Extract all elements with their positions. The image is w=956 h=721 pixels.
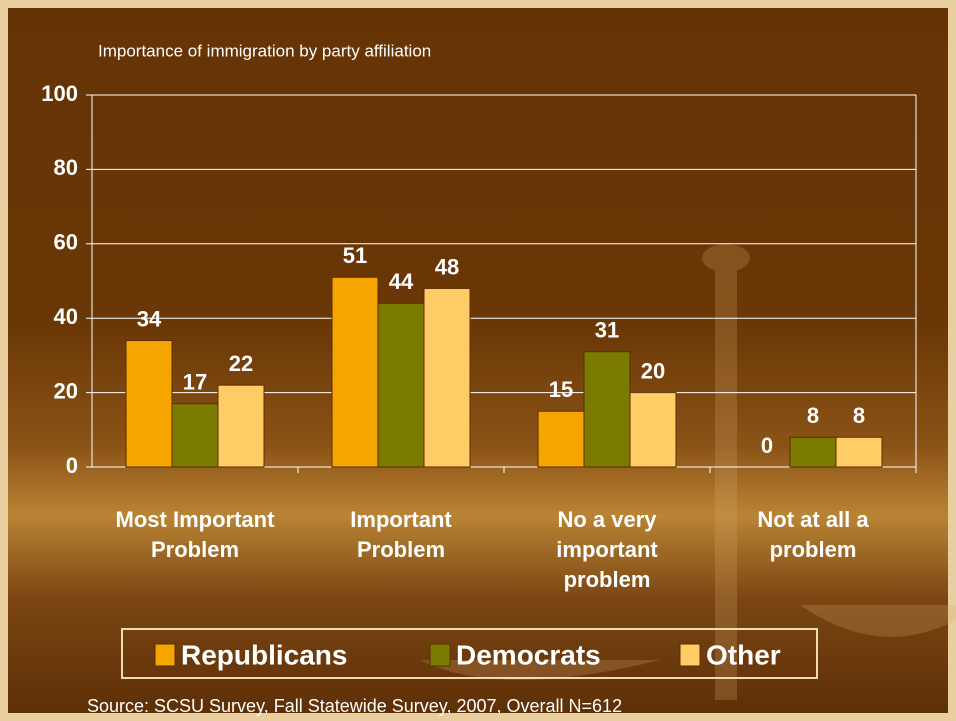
x-tick-label: Most Important Problem xyxy=(115,507,275,562)
y-tick-label: 20 xyxy=(54,378,78,403)
value-label: 44 xyxy=(389,269,414,294)
x-tick-label: No a very important problem xyxy=(556,507,658,592)
value-label: 31 xyxy=(595,317,619,342)
value-label: 51 xyxy=(343,243,367,268)
bar xyxy=(583,351,631,468)
x-tick-label: Important Problem xyxy=(350,507,452,562)
scale-decoration xyxy=(420,244,956,700)
legend-label: Democrats xyxy=(456,639,601,670)
legend-swatch xyxy=(679,643,701,667)
chart-title: Importance of immigration by party affil… xyxy=(98,41,431,60)
value-label: 48 xyxy=(435,254,459,279)
legend-label: Republicans xyxy=(181,639,347,670)
value-label: 0 xyxy=(761,433,773,458)
value-label: 8 xyxy=(807,403,819,428)
value-label: 8 xyxy=(853,403,865,428)
y-tick-label: 40 xyxy=(54,304,78,329)
legend-swatch xyxy=(154,643,176,667)
bar xyxy=(423,287,471,468)
bar xyxy=(789,436,837,468)
x-tick-label: Not at all a problem xyxy=(757,507,869,562)
legend-box xyxy=(121,628,818,679)
source-note: Source: SCSU Survey, Fall Statewide Surv… xyxy=(87,696,622,716)
bar xyxy=(331,276,379,468)
value-label: 22 xyxy=(229,351,253,376)
bar xyxy=(125,340,173,468)
legend-label: Other xyxy=(706,639,781,670)
y-tick-label: 60 xyxy=(54,230,78,255)
bar xyxy=(171,403,219,468)
y-tick-label: 80 xyxy=(54,155,78,180)
bar xyxy=(217,384,265,468)
y-tick-label: 0 xyxy=(66,453,78,478)
value-label: 20 xyxy=(641,358,665,383)
bar xyxy=(377,302,425,468)
bar xyxy=(835,436,883,468)
value-label: 17 xyxy=(183,370,207,395)
y-tick-label: 100 xyxy=(41,81,78,106)
value-label: 34 xyxy=(137,306,162,331)
legend-swatch xyxy=(429,643,451,667)
bar xyxy=(629,392,677,468)
bar xyxy=(537,410,585,468)
value-label: 15 xyxy=(549,377,573,402)
